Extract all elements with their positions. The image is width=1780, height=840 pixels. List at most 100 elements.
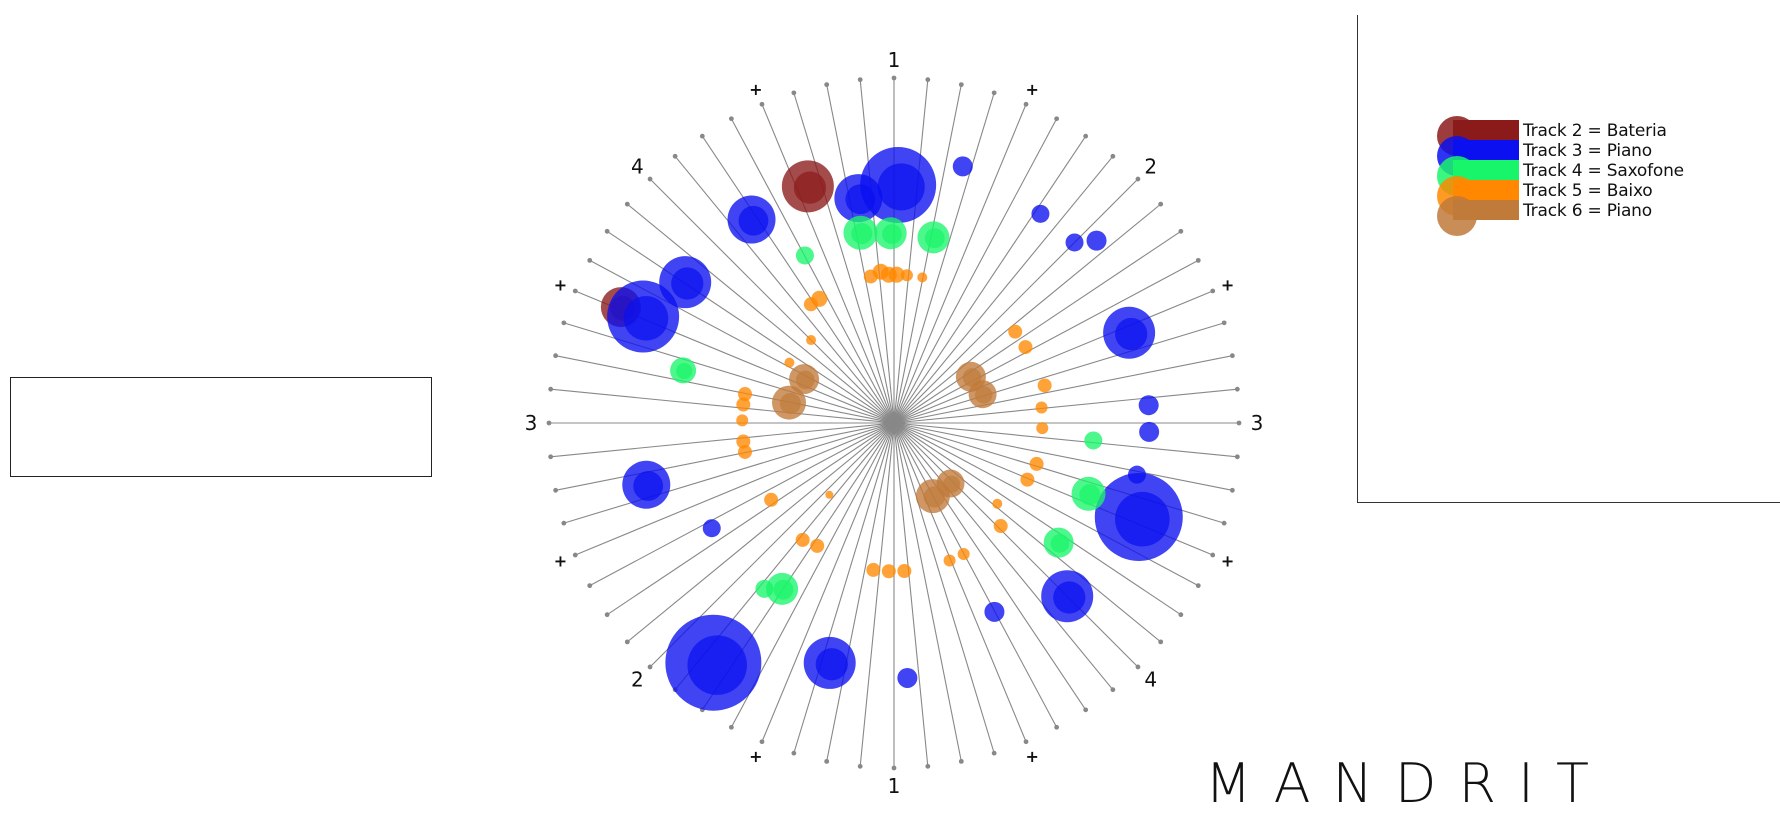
wheel-spoke [893,259,1199,424]
spoke-end-dot [1234,454,1240,460]
note-track-5 [737,444,752,459]
note-track-5 [863,269,878,284]
spoke-end-dot [647,664,653,670]
wheel-spoke [893,422,995,754]
spoke-end-dot [1158,639,1164,645]
wheel-spoke [893,388,1238,424]
note-bubble-outer [736,397,751,412]
note-bubble-outer [810,538,825,553]
spoke-end-dot [1083,133,1089,139]
note-track-5 [825,490,834,499]
note-track-5 [917,272,928,283]
spoke-end-dot [759,739,765,745]
legend-panel [1357,15,1780,503]
note-track-6 [789,364,820,395]
note-bubble-outer [993,519,1008,534]
spoke-end-dot [572,552,578,558]
plus-label: + [1221,275,1234,294]
wheel-spoke [893,422,1182,616]
spoke-end-dot [791,750,797,756]
note-track-5 [888,266,905,283]
note-bubble-outer [881,564,896,579]
note-track-5 [810,538,825,553]
note-bubble-outer [737,444,752,459]
note-track-3 [727,195,776,244]
plus-label: + [1025,80,1038,99]
note-bubble-outer [806,335,817,346]
wheel-spoke [555,355,895,424]
note-track-6 [968,380,997,409]
spoke-end-dot [561,320,567,326]
spoke-end-dot [548,386,554,392]
note-track-5 [900,269,913,282]
beat-label: 1 [888,774,901,798]
note-bubble-outer [803,297,818,312]
wheel-spoke [649,178,895,424]
spoke-end-dot [1158,201,1164,207]
note-bubble-inner [676,363,693,380]
note-track-5 [897,563,912,578]
plus-label: + [554,275,567,294]
wheel-spoke [893,422,962,762]
note-bubble-outer [957,547,970,560]
spoke-end-dot [728,724,734,730]
note-bubble-outer [1018,340,1033,355]
wheel-spoke [859,422,895,767]
spoke-end-dot [1178,228,1184,234]
note-track-5 [881,564,896,579]
legend-label: Track 4 = Saxofone [1523,161,1684,181]
note-track-3 [803,636,856,689]
wheel-spoke [761,104,895,424]
note-track-3 [1139,421,1160,442]
note-bubble-inner [882,224,902,244]
legend-swatch [1437,196,1519,236]
spoke-end-dot [857,77,863,83]
spoke-end-dot [604,228,610,234]
wheel-spoke [761,422,895,742]
wheel-spoke [606,422,895,616]
note-track-5 [736,397,751,412]
beat-label: 3 [525,411,538,435]
wheel-spoke [893,422,1058,728]
spoke-end-dot [1110,153,1116,159]
spoke-end-dot [1135,664,1141,670]
note-bubble-outer [1084,431,1103,450]
wheel-spoke [550,422,895,458]
spoke-end-dot [604,612,610,618]
note-track-3 [1065,233,1084,252]
legend-label: Track 3 = Piano [1523,141,1652,161]
wheel-spoke [674,155,895,424]
spoke-end-dot [925,763,931,769]
note-bubble-inner [1115,317,1148,351]
wheel-spoke [893,135,1087,424]
wheel-spoke [893,422,1233,491]
spoke-end-dot [991,90,997,96]
note-track-3 [1041,570,1094,623]
legend-swatch-bar [1453,140,1519,160]
note-track-3 [1138,395,1159,416]
wheel-spoke [626,203,895,424]
note-bubble-outer [897,563,912,578]
note-track-5 [806,335,817,346]
note-track-3 [897,667,918,688]
legend-swatch-bar [1453,160,1519,180]
text-input-box[interactable] [10,377,432,477]
note-track-5 [737,387,752,402]
beat-label: 3 [1251,411,1264,435]
note-track-4 [1071,476,1106,511]
note-bubble-inner [623,295,669,341]
note-track-4 [874,217,907,250]
note-track-6 [936,469,965,498]
note-track-3 [622,460,671,509]
note-track-5 [736,434,751,449]
wheel-spoke [893,155,1114,424]
note-track-5 [1029,456,1044,471]
note-bubble-outer [736,434,751,449]
note-track-3 [1103,306,1156,359]
spoke-end-dot [824,82,830,88]
spoke-end-dot [958,758,964,764]
wheel-spoke [893,79,929,424]
wheel-spoke [893,178,1139,424]
note-track-3 [1031,204,1050,223]
wheel-spoke [626,422,895,643]
